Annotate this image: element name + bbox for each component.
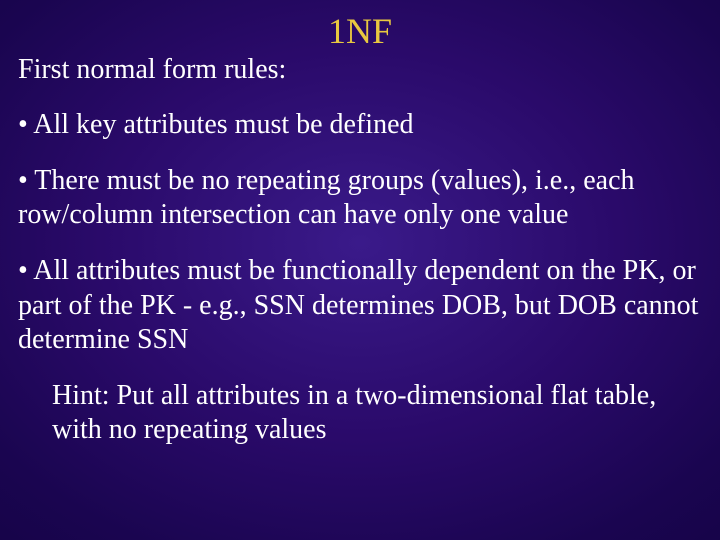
hint-text: Hint: Put all attributes in a two-dimens… bbox=[52, 379, 702, 447]
slide: 1NF First normal form rules: • All key a… bbox=[0, 0, 720, 540]
slide-subtitle: First normal form rules: bbox=[18, 54, 702, 86]
bullet-3: • All attributes must be functionally de… bbox=[18, 254, 702, 356]
bullet-1: • All key attributes must be defined bbox=[18, 108, 702, 142]
bullet-2: • There must be no repeating groups (val… bbox=[18, 164, 702, 232]
slide-title: 1NF bbox=[18, 10, 702, 52]
